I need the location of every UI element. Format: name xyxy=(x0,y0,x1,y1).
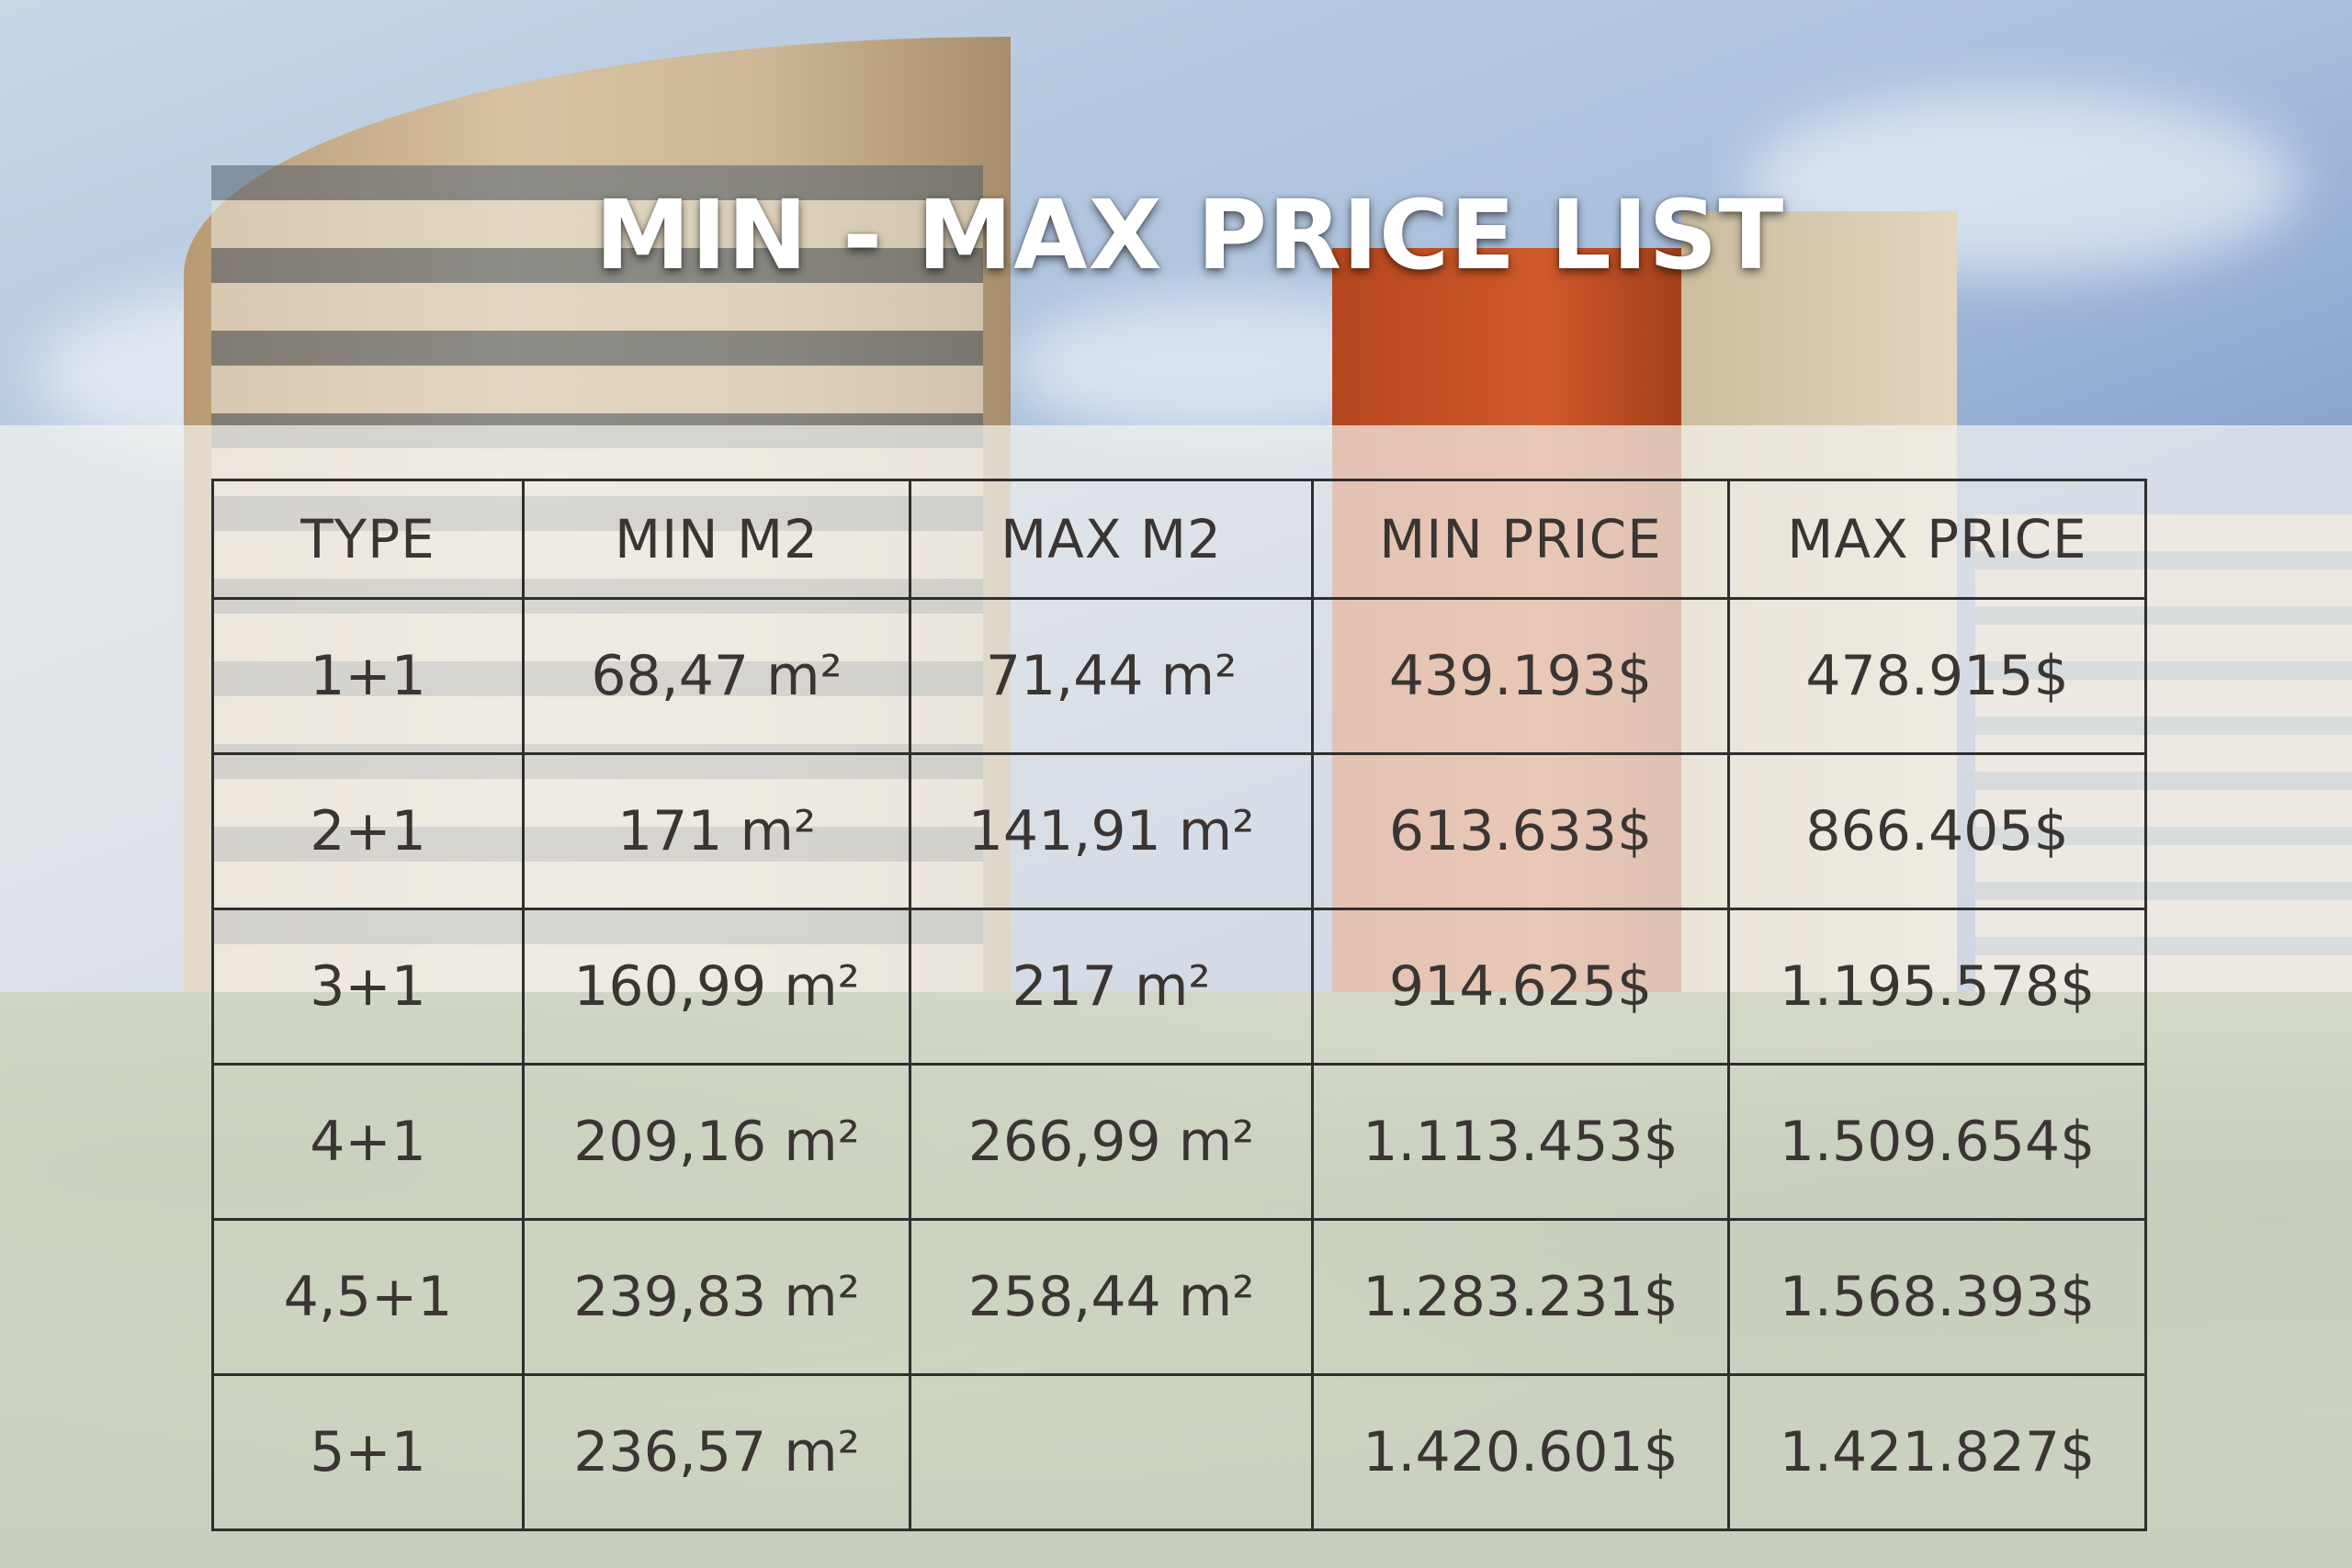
cell-min-m2: 236,57 m² xyxy=(522,1373,911,1531)
cell-min-m2: 209,16 m² xyxy=(522,1063,911,1221)
cell-min-price: 1.420.601$ xyxy=(1311,1373,1730,1531)
table-row: 2+1 171 m² 141,91 m² 613.633$ 866.405$ xyxy=(211,752,2147,910)
cell-type: 3+1 xyxy=(211,908,525,1066)
cell-min-price: 613.633$ xyxy=(1311,752,1730,910)
cell-max-m2: 71,44 m² xyxy=(909,597,1314,755)
cell-type: 5+1 xyxy=(211,1373,525,1531)
cell-max-price: 1.568.393$ xyxy=(1727,1218,2147,1376)
cell-max-price: 1.195.578$ xyxy=(1727,908,2147,1066)
header-max-price: MAX PRICE xyxy=(1727,479,2147,600)
table-row: 4+1 209,16 m² 266,99 m² 1.113.453$ 1.509… xyxy=(211,1063,2147,1221)
price-table: TYPE MIN M2 MAX M2 MIN PRICE MAX PRICE 1… xyxy=(211,479,2147,1531)
cell-max-price: 1.421.827$ xyxy=(1727,1373,2147,1531)
cell-max-price: 1.509.654$ xyxy=(1727,1063,2147,1221)
table-header-row: TYPE MIN M2 MAX M2 MIN PRICE MAX PRICE xyxy=(211,479,2147,600)
cell-max-m2: 258,44 m² xyxy=(909,1218,1314,1376)
cell-max-m2: 266,99 m² xyxy=(909,1063,1314,1221)
cell-min-m2: 160,99 m² xyxy=(522,908,911,1066)
header-max-m2: MAX M2 xyxy=(909,479,1314,600)
header-type: TYPE xyxy=(211,479,525,600)
cell-type: 2+1 xyxy=(211,752,525,910)
page-title: MIN - MAX PRICE LIST xyxy=(594,179,1785,291)
cell-min-price: 439.193$ xyxy=(1311,597,1730,755)
header-min-m2: MIN M2 xyxy=(522,479,911,600)
cell-type: 1+1 xyxy=(211,597,525,755)
cell-min-m2: 171 m² xyxy=(522,752,911,910)
cell-max-m2: 141,91 m² xyxy=(909,752,1314,910)
cell-min-price: 1.283.231$ xyxy=(1311,1218,1730,1376)
table-row: 5+1 236,57 m² 1.420.601$ 1.421.827$ xyxy=(211,1373,2147,1531)
cell-max-m2: 217 m² xyxy=(909,908,1314,1066)
header-min-price: MIN PRICE xyxy=(1311,479,1730,600)
cell-max-price: 866.405$ xyxy=(1727,752,2147,910)
cell-max-m2 xyxy=(909,1373,1314,1531)
table-row: 1+1 68,47 m² 71,44 m² 439.193$ 478.915$ xyxy=(211,597,2147,755)
cell-type: 4,5+1 xyxy=(211,1218,525,1376)
table-row: 3+1 160,99 m² 217 m² 914.625$ 1.195.578$ xyxy=(211,908,2147,1066)
cell-min-price: 914.625$ xyxy=(1311,908,1730,1066)
cell-min-m2: 68,47 m² xyxy=(522,597,911,755)
table-row: 4,5+1 239,83 m² 258,44 m² 1.283.231$ 1.5… xyxy=(211,1218,2147,1376)
cell-min-price: 1.113.453$ xyxy=(1311,1063,1730,1221)
cell-max-price: 478.915$ xyxy=(1727,597,2147,755)
cell-min-m2: 239,83 m² xyxy=(522,1218,911,1376)
cell-type: 4+1 xyxy=(211,1063,525,1221)
